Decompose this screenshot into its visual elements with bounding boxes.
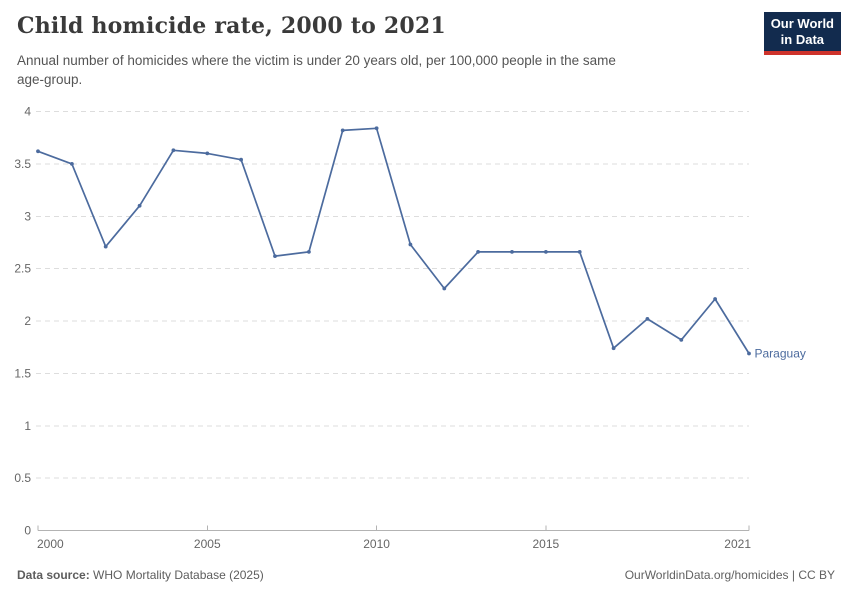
data-point: [36, 149, 40, 154]
owid-logo[interactable]: Our World in Data: [763, 12, 841, 55]
owid-logo-line2: in Data: [780, 32, 825, 47]
chart-footer: Data source: WHO Mortality Database (202…: [17, 568, 835, 582]
y-tick-label: 0: [24, 524, 31, 538]
data-point: [544, 250, 548, 254]
data-point: [205, 151, 210, 156]
y-tick-label: 0.5: [14, 471, 31, 485]
series-end-label: Paraguay: [755, 346, 806, 360]
chart-subtitle-line2: age-group.: [17, 72, 83, 87]
y-tick-label: 2.5: [14, 262, 31, 276]
data-point: [239, 157, 244, 162]
series-line: [37, 127, 750, 355]
chart-subtitle-line1: Annual number of homicides where the vic…: [17, 53, 616, 68]
data-point: [713, 297, 717, 301]
y-tick-label: 4: [24, 105, 31, 119]
owid-url-link[interactable]: OurWorldinData.org/homicides | CC BY: [624, 568, 835, 582]
y-tick-label: 1: [24, 419, 31, 433]
data-point: [645, 317, 650, 321]
x-tick-label: 2010: [363, 537, 390, 551]
data-point: [307, 250, 311, 254]
data-point: [476, 250, 480, 254]
data-point: [577, 250, 582, 254]
data-point: [340, 128, 345, 133]
data-point: [611, 346, 616, 351]
data-source-label: Data source:: [17, 568, 90, 582]
x-tick-label: 2021: [724, 537, 751, 551]
data-source-note: Data source: WHO Mortality Database (202…: [17, 568, 264, 582]
data-point: [408, 242, 413, 247]
y-tick-label: 3: [24, 209, 31, 223]
x-tick-label: 2015: [533, 537, 560, 551]
data-point: [103, 244, 108, 249]
data-point: [137, 203, 142, 208]
chart-title: Child homicide rate, 2000 to 2021: [17, 13, 446, 39]
x-tick-label: 2000: [37, 537, 64, 551]
owid-logo-line1: Our World: [770, 16, 834, 31]
y-tick-label: 1.5: [14, 366, 31, 380]
data-point: [374, 126, 379, 131]
chart-subtitle: Annual number of homicides where the vic…: [17, 51, 616, 89]
data-point: [510, 250, 514, 254]
data-point: [747, 351, 751, 356]
data-point: [442, 286, 447, 291]
data-point: [171, 148, 176, 153]
data-source-text: WHO Mortality Database (2025): [93, 568, 264, 582]
y-tick-label: 3.5: [14, 157, 31, 171]
data-point: [70, 162, 74, 166]
y-tick-label: 2: [24, 314, 31, 328]
data-point: [679, 338, 684, 342]
data-point: [273, 254, 277, 258]
x-tick-label: 2005: [194, 537, 221, 551]
